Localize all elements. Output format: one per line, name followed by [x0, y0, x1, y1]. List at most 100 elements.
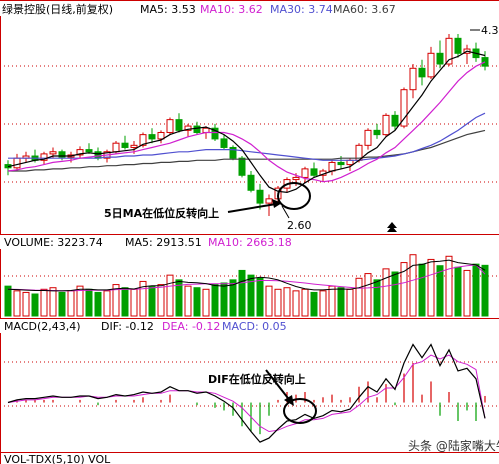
candle-body [94, 151, 102, 159]
candle-body [121, 142, 129, 148]
candle-body [391, 114, 399, 127]
candle-body [400, 89, 408, 127]
dif-reversal-text: DIF在低位反转向上 [208, 372, 306, 386]
volume-panel [4, 254, 489, 317]
candle-body [238, 157, 246, 176]
candle-body [157, 131, 165, 140]
volume-bar [346, 288, 354, 317]
volume-bar [355, 277, 363, 317]
ma10-line [7, 61, 486, 183]
ma5-value: MA5: 3.53 [140, 3, 196, 16]
up-arrow-marker [387, 222, 397, 232]
dif-reversal-annotation: DIF在低位反转向上 [208, 369, 317, 424]
volume-bar [112, 284, 120, 317]
candle-body [130, 144, 138, 148]
volume-bar [238, 269, 246, 317]
candle-body [112, 142, 120, 153]
volume-bar [157, 284, 165, 317]
volume-bar [247, 274, 255, 317]
ma30-value: MA30: 3.74 [270, 3, 333, 16]
candle-body [346, 159, 354, 166]
candle-body [175, 119, 183, 131]
ma5-line [7, 50, 486, 194]
ma60-value: MA60: 3.67 [333, 3, 396, 16]
volume-bar [211, 284, 219, 317]
volume-bar [121, 287, 129, 317]
candle-body [373, 129, 381, 136]
low-price-label: 2.60 [287, 219, 312, 232]
candle-body [58, 151, 66, 158]
candle-body [292, 176, 300, 181]
price-panel [4, 34, 489, 216]
stock-title: 绿景控股(日线,前复权) [2, 2, 113, 16]
candle-body [418, 67, 426, 78]
candle-body [166, 119, 174, 133]
candle-body [220, 138, 228, 148]
volume-bar [310, 291, 318, 317]
price-header: 绿景控股(日线,前复权) MA5: 3.53 MA10: 3.62 MA30: … [0, 1, 396, 16]
dif-value: DIF: -0.12 [101, 320, 154, 333]
macd-panel [7, 343, 486, 443]
volume-bar [337, 287, 345, 317]
volume-bar [67, 290, 75, 317]
candle-body [40, 153, 48, 161]
volume-bar [373, 279, 381, 317]
volume-bar [445, 255, 453, 317]
volume-bar [31, 293, 39, 317]
dif-line [7, 343, 486, 443]
volume-bar [193, 287, 201, 317]
volume-bar [364, 273, 372, 317]
volume-bar [463, 269, 471, 317]
candle-body [247, 174, 255, 191]
candle-body [310, 168, 318, 176]
macd-name: MACD(2,43,4) [4, 320, 81, 333]
candle-body [328, 161, 336, 172]
candle-body [139, 134, 147, 146]
volume-bar [49, 287, 57, 317]
volume-bar [274, 288, 282, 317]
volume-bar [382, 268, 390, 317]
volume-value: VOLUME: 3223.74 [4, 236, 103, 249]
volume-bar [409, 254, 417, 317]
volume-bar [292, 290, 300, 317]
vol-ma10-value: MA10: 2663.18 [208, 236, 292, 249]
volume-bar [256, 277, 264, 317]
bottom-indicator-strip: VOL-TDX(5,10) VOL [4, 453, 111, 464]
candle-body [256, 189, 264, 204]
candle-body [364, 129, 372, 146]
candle-body [265, 198, 273, 204]
volume-bar [22, 291, 30, 317]
volume-bar [202, 288, 210, 317]
volume-bar [283, 287, 291, 317]
high-price-label: 4.3 [481, 24, 499, 37]
dea-value: DEA: -0.12 [162, 320, 220, 333]
volume-bar [418, 263, 426, 317]
ma-reversal-text: 5日MA在低位反转向上 [104, 206, 219, 220]
candle-body [193, 125, 201, 133]
candle-body [148, 134, 156, 140]
macd-header: MACD(2,43,4) DIF: -0.12 DEA: -0.12 MACD:… [0, 319, 300, 333]
volume-bar [85, 288, 93, 317]
candle-body [76, 149, 84, 156]
volume-bar [301, 288, 309, 317]
volume-bar [175, 279, 183, 317]
volume-bar [130, 288, 138, 317]
volume-bar [148, 285, 156, 317]
candle-body [13, 157, 21, 169]
volume-bar [229, 279, 237, 317]
volume-bar [436, 265, 444, 317]
watermark-text: 头条 @陆家嘴大牛 [408, 438, 499, 453]
candle-body [436, 52, 444, 65]
candle-body [184, 125, 192, 131]
ma10-value: MA10: 3.62 [200, 3, 263, 16]
volume-bar [472, 263, 480, 317]
candle-body [445, 37, 453, 65]
volume-ma5-line [7, 259, 486, 292]
volume-bar [166, 274, 174, 317]
candle-body [85, 149, 93, 153]
ma-reversal-annotation: 5日MA在低位反转向上 2.60 [104, 182, 312, 232]
candle-body [409, 67, 417, 91]
volume-bar [481, 264, 489, 317]
candle-body [427, 52, 435, 78]
